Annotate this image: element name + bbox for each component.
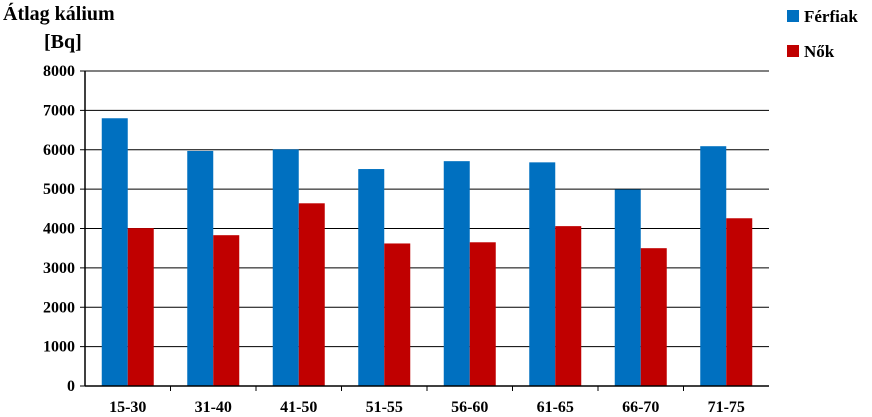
bar-nok-66-70	[640, 248, 667, 386]
bar-ferfiak-15-30	[101, 118, 128, 386]
bar-ferfiak-31-40	[187, 150, 214, 386]
y-axis-title-line2: [Bq]	[44, 31, 82, 53]
y-tick-label: 1000	[43, 339, 75, 356]
bar-ferfiak-66-70	[614, 189, 641, 386]
y-tick-label: 7000	[43, 102, 75, 119]
y-tick-label: 2000	[43, 299, 75, 316]
x-tick-label: 15-30	[109, 399, 146, 416]
x-tick-label: 51-55	[366, 399, 403, 416]
legend-swatch-ferfiak	[787, 10, 799, 22]
bar-ferfiak-41-50	[272, 149, 299, 386]
y-tick-labels: 0 1000 2000 3000 4000 5000 6000 7000 8000	[43, 63, 85, 395]
x-tick-label: 71-75	[708, 399, 745, 416]
x-tick-label: 61-65	[537, 399, 574, 416]
bar-nok-61-65	[555, 226, 582, 386]
y-axis-title-line1: Átlag kálium	[3, 2, 115, 25]
bar-nok-56-60	[469, 242, 496, 386]
y-tick-label: 6000	[43, 142, 75, 159]
bar-ferfiak-71-75	[700, 146, 727, 386]
bar-nok-31-40	[213, 235, 240, 386]
y-tick-label: 5000	[43, 181, 75, 198]
bar-nok-51-55	[384, 243, 411, 386]
bar-ferfiak-51-55	[358, 169, 385, 386]
bar-ferfiak-61-65	[529, 162, 556, 386]
bar-nok-71-75	[726, 218, 753, 386]
bar-nok-15-30	[127, 228, 154, 386]
x-tick-label: 41-50	[280, 399, 317, 416]
bar-nok-41-50	[298, 203, 325, 386]
legend-swatch-nok	[787, 45, 799, 57]
x-tick-label: 31-40	[195, 399, 232, 416]
x-tick-labels: 15-30 31-40 41-50 51-55 56-60 61-65 66-70 71-75	[109, 386, 745, 416]
legend: Férfiak Nők	[787, 7, 858, 61]
y-tick-label: 3000	[43, 260, 75, 277]
legend-label-nok: Nők	[804, 42, 835, 61]
x-tick-label: 66-70	[622, 399, 659, 416]
bar-ferfiak-56-60	[443, 161, 470, 386]
bars	[101, 118, 753, 386]
y-tick-label: 8000	[43, 63, 75, 80]
y-tick-label: 0	[67, 378, 75, 395]
x-tick-label: 56-60	[451, 399, 488, 416]
legend-label-ferfiak: Férfiak	[804, 7, 858, 26]
y-tick-label: 4000	[43, 221, 75, 238]
